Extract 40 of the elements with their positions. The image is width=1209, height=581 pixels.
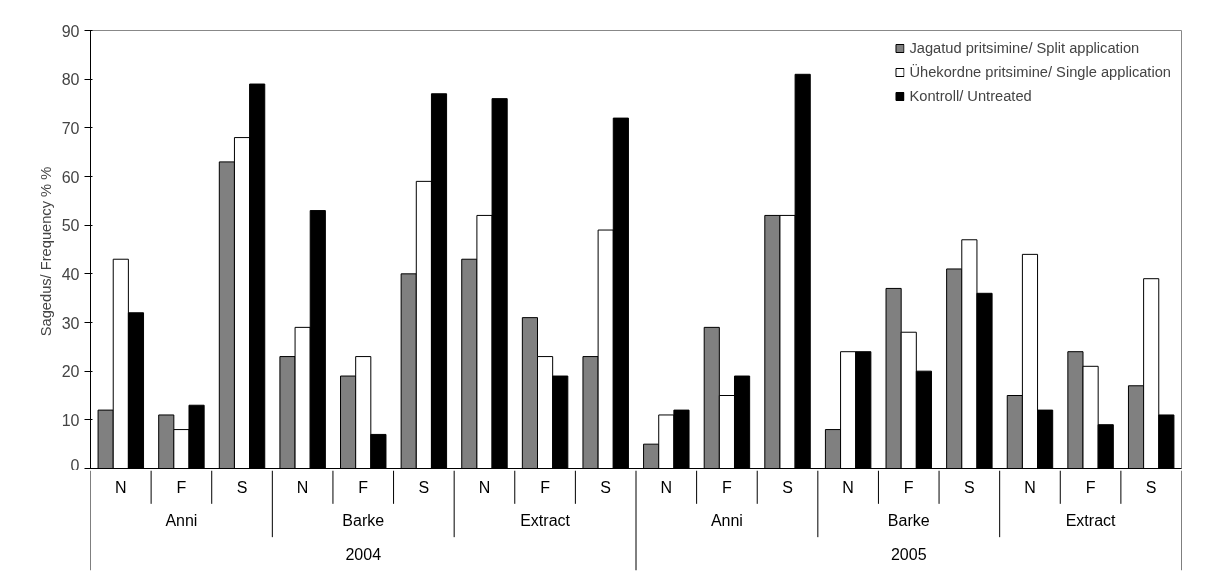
text: Barke: [342, 512, 385, 529]
y-tick-label: 80: [61, 71, 80, 89]
legend-label: Jagatud pritsimine/ Split application: [909, 40, 1140, 56]
x-tick-label: S: [782, 478, 793, 496]
y-axis-title: Sagedus/ Frequency % %: [37, 166, 54, 337]
y-tick-label: 0: [70, 456, 80, 474]
x-tick-label: F: [540, 478, 551, 496]
x-tick-label: F: [176, 478, 187, 496]
x-tick-label: N: [115, 478, 127, 496]
x-tick-label: S: [600, 478, 612, 496]
x-tick-label: S: [964, 478, 975, 496]
y-tick-label: 70: [61, 119, 80, 137]
legend-label: Ühekordne pritsimine/ Single application: [909, 64, 1171, 80]
y-tick-label: 30: [61, 314, 80, 332]
y-tick-label: 90: [61, 22, 80, 40]
x-tick-label: N: [296, 478, 309, 496]
x-tick-label: S: [236, 478, 248, 496]
x-tick-label: N: [842, 478, 854, 496]
text: Anni: [165, 512, 198, 529]
legend-label: Kontroll/ Untreated: [909, 88, 1032, 104]
x-tick-label: N: [660, 478, 673, 496]
text: Barke: [887, 512, 930, 529]
y-tick-label: 40: [61, 265, 80, 283]
x-tick-label: F: [722, 478, 733, 496]
x-tick-label: S: [418, 478, 430, 496]
y-tick-label: 50: [61, 217, 80, 235]
text: 2004: [345, 545, 382, 563]
text: 2005: [890, 545, 927, 563]
x-tick-label: F: [1085, 478, 1096, 496]
x-tick-label: N: [1024, 478, 1036, 496]
y-tick-label: 10: [61, 411, 80, 429]
y-tick-label: 20: [61, 363, 80, 381]
text: Extract: [1065, 512, 1117, 529]
text: Anni: [710, 512, 743, 529]
x-tick-label: N: [478, 478, 491, 496]
x-tick-label: F: [903, 478, 914, 496]
text: Extract: [520, 512, 571, 529]
y-tick-label: 60: [61, 168, 80, 186]
x-tick-label: F: [358, 478, 369, 496]
x-tick-label: S: [1145, 478, 1157, 496]
